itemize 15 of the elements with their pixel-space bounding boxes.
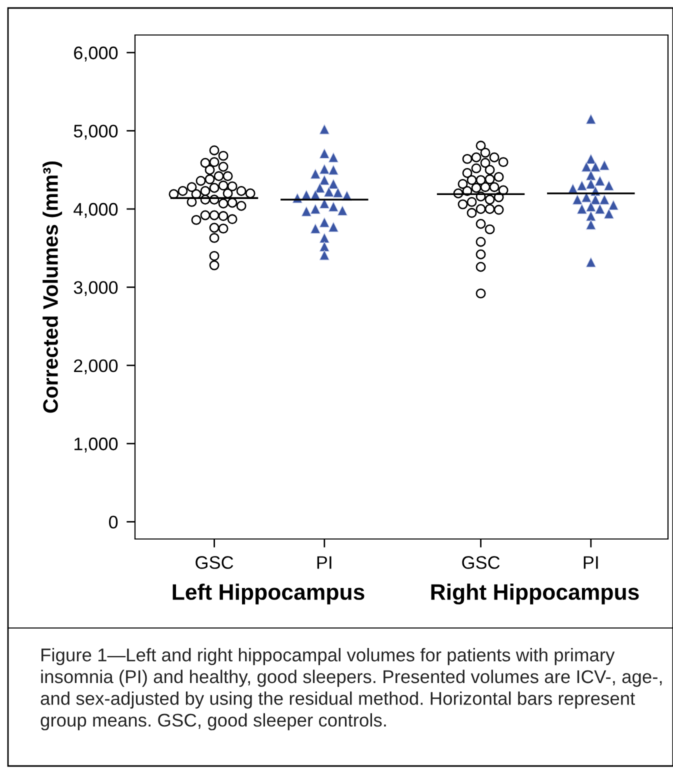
caption: Figure 1—Left and right hippocampal volumes for patients with primary insomnia (PI) and healthy, good sleepers. Presented volumes are ICV-, age-, and sex-adjusted by using the residual method. Horizontal bars represent group means. GSC, good sleeper controls. xyxy=(40,648,662,730)
y-tick-label: 3,000 xyxy=(74,281,118,296)
y-tick-label: 6,000 xyxy=(74,46,118,62)
y-tick-label: 1,000 xyxy=(74,438,118,452)
y-tick-label: 0 xyxy=(109,516,118,529)
x-axis-title: Left Hippocampus xyxy=(172,584,364,604)
x-axis-title: Right Hippocampus xyxy=(431,584,639,604)
y-tick-label: 5,000 xyxy=(74,124,118,140)
y-tick-label: 2,000 xyxy=(74,359,118,374)
y-axis-title: Corrected Volumes (mm³) xyxy=(42,161,62,413)
x-tick-label: GSC xyxy=(462,556,500,569)
y-tick-label: 4,000 xyxy=(74,202,118,218)
x-tick-label: PI xyxy=(317,556,332,569)
x-tick-label: PI xyxy=(584,556,598,569)
x-tick-label: GSC xyxy=(196,556,234,569)
